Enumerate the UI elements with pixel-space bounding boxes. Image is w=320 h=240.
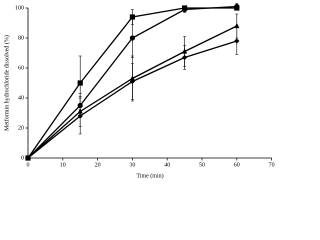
x-tick-label: 30 bbox=[129, 162, 135, 168]
y-axis-label: Metformin hydrochloride dissolved (%) bbox=[3, 35, 10, 131]
x-tick-label: 40 bbox=[164, 162, 170, 168]
x-tick-label: 60 bbox=[234, 162, 240, 168]
marker bbox=[234, 22, 240, 29]
x-axis-label: Time (min) bbox=[136, 172, 163, 179]
chart: Time (min) Metformin hydrochloride disso… bbox=[3, 3, 275, 179]
marker bbox=[234, 3, 240, 10]
marker bbox=[182, 54, 188, 61]
marker bbox=[129, 35, 135, 41]
marker bbox=[234, 38, 240, 44]
marker bbox=[77, 80, 83, 86]
y-tick-label: 80 bbox=[18, 35, 24, 41]
page: Time (min) Metformin hydrochloride disso… bbox=[3, 3, 275, 180]
x-tick-label: 0 bbox=[27, 162, 30, 168]
y-tick-label: 20 bbox=[18, 125, 24, 131]
x-tick-label: 50 bbox=[199, 162, 205, 168]
marker bbox=[182, 6, 188, 13]
marker bbox=[77, 113, 83, 119]
y-tick-label: 60 bbox=[18, 65, 24, 71]
marker bbox=[129, 14, 135, 20]
y-tick-label: 0 bbox=[21, 155, 24, 161]
x-tick-label: 70 bbox=[269, 162, 275, 168]
x-tick-label: 20 bbox=[95, 162, 101, 168]
x-tick-label: 10 bbox=[60, 162, 66, 168]
y-tick-label: 40 bbox=[18, 95, 24, 101]
marker bbox=[129, 78, 135, 85]
y-tick-label: 100 bbox=[15, 5, 24, 11]
marker bbox=[25, 155, 31, 161]
